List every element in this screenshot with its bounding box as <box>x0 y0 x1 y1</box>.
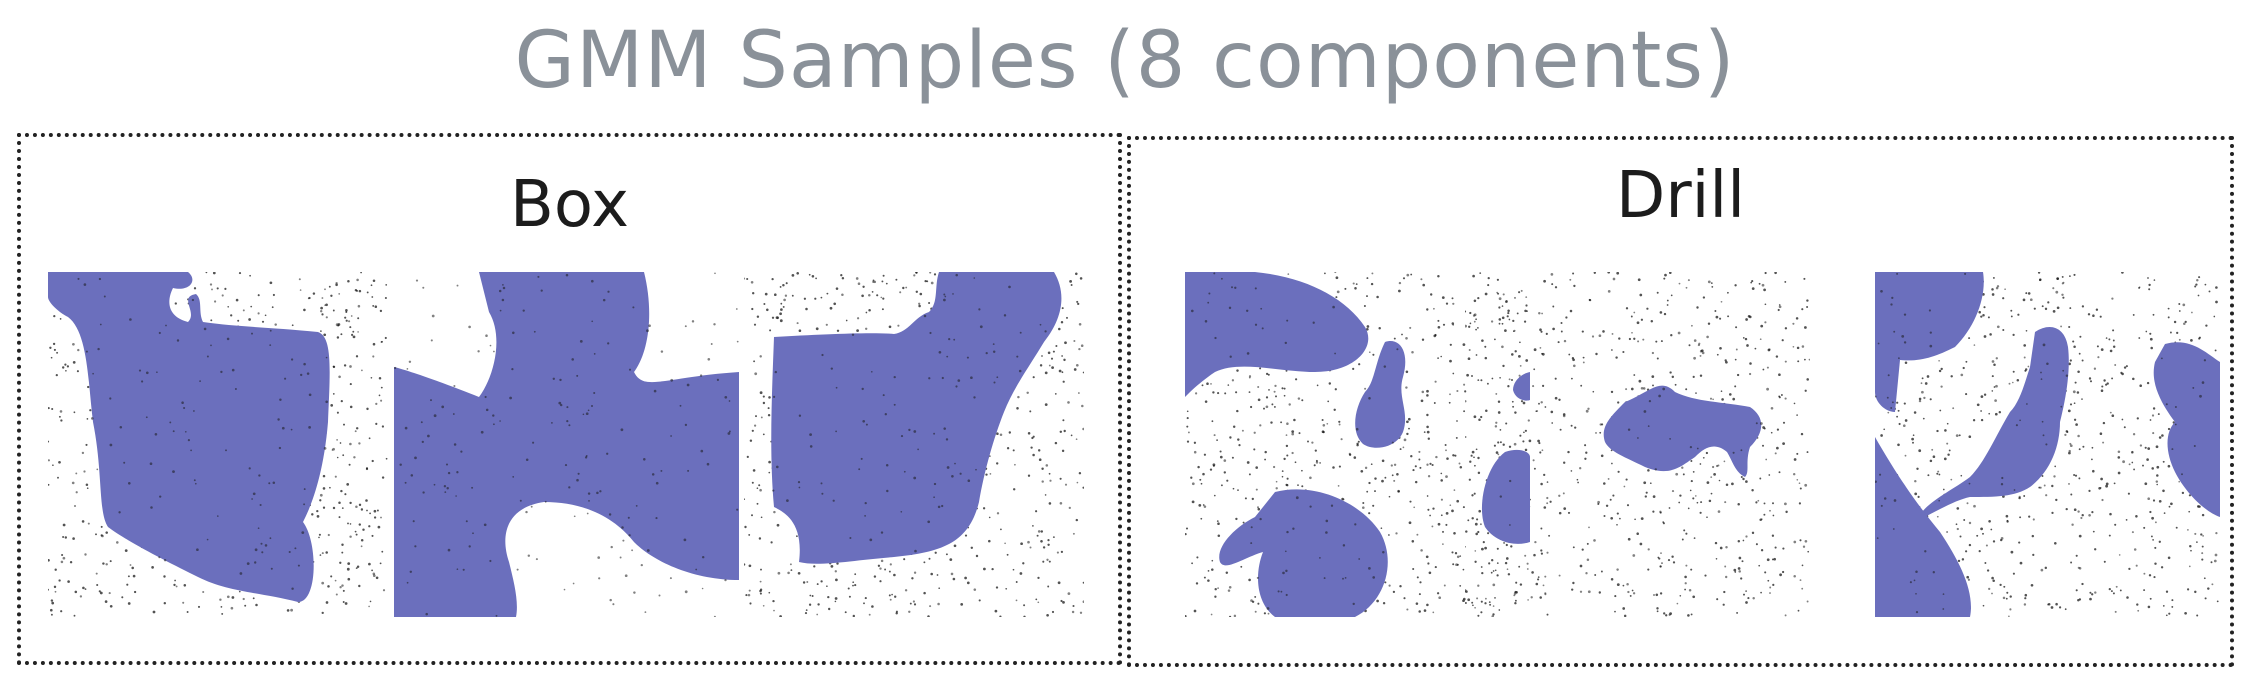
box-panel-label: Box <box>510 168 629 242</box>
box-sample-1 <box>48 272 388 617</box>
drill-panel: Drill <box>1127 136 2234 667</box>
box-sample-3 <box>744 272 1084 617</box>
drill-panel-label: Drill <box>1616 159 1745 233</box>
drill-sample-1 <box>1185 272 1530 617</box>
box-panel: Box <box>17 133 1122 665</box>
drill-sample-3 <box>1875 272 2220 617</box>
drill-sample-2 <box>1465 272 1810 617</box>
figure-title: GMM Samples (8 components) <box>514 16 1736 106</box>
box-sample-2 <box>394 272 739 617</box>
